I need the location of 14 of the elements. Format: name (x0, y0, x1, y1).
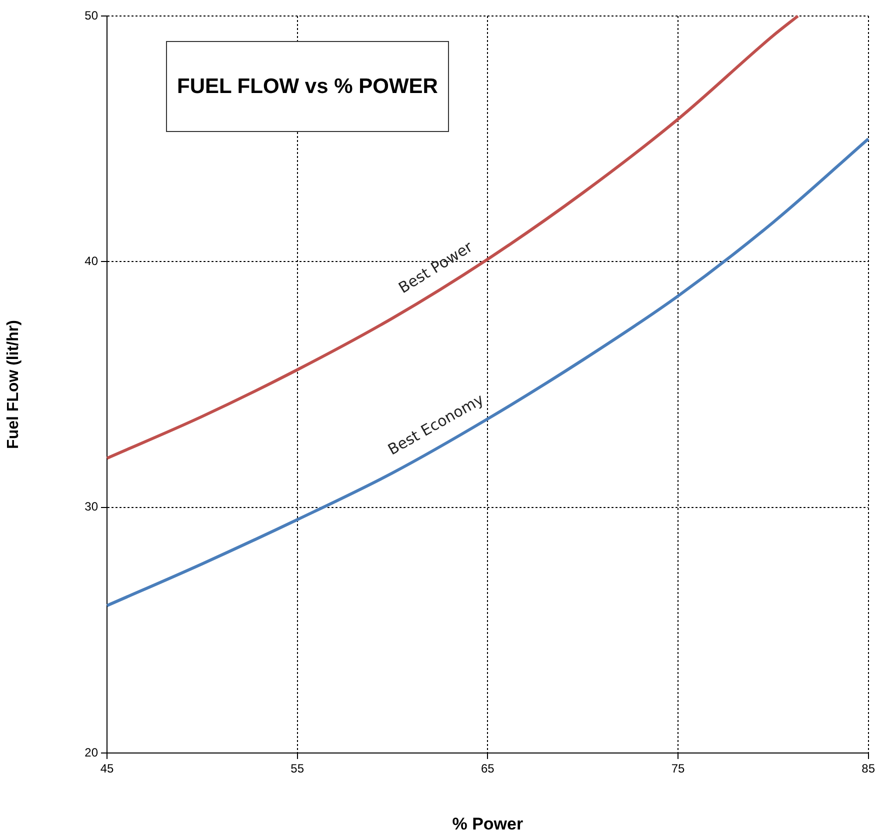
title-frame: FUEL FLOW vs % POWER (166, 41, 449, 132)
line-series (106, 14, 800, 460)
x-tick-label: 55 (290, 762, 304, 776)
y-tick-label: 30 (84, 500, 98, 514)
x-axis-title: % Power (452, 814, 524, 834)
y-tick-label: 50 (84, 8, 98, 22)
x-tick-label: 65 (480, 762, 495, 776)
y-axis-title: Fuel FLow (lit/hr) (5, 320, 22, 449)
x-tick-label: 85 (862, 762, 876, 776)
x-tick-label: 45 (100, 762, 114, 776)
x-tick-label: 75 (671, 762, 685, 776)
line-series (106, 137, 870, 608)
y-tick-label: 40 (84, 254, 98, 268)
y-tick-label: 20 (84, 745, 98, 760)
